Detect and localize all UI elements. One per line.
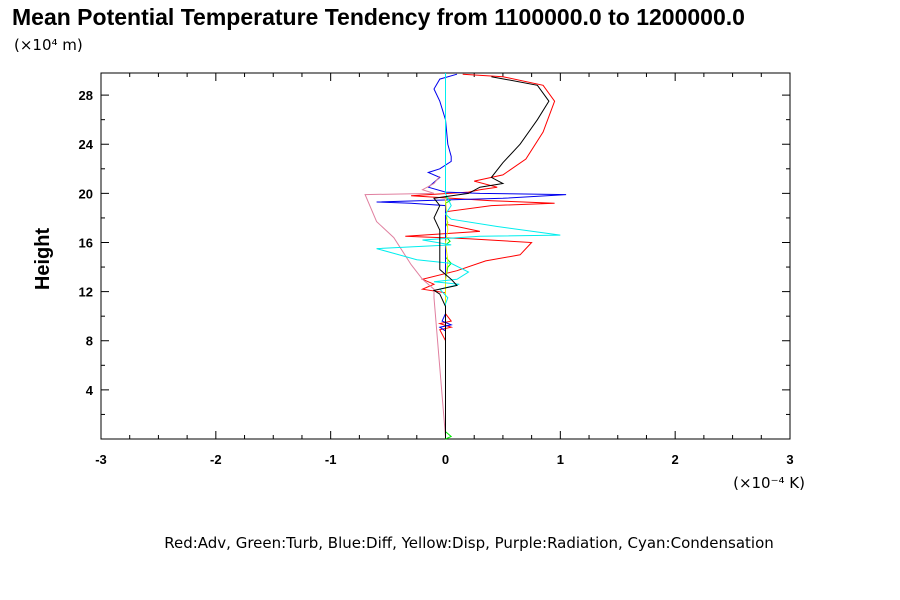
x-tick-label: 1 — [557, 452, 564, 467]
y-tick-label: 24 — [79, 137, 94, 152]
legend: Red:Adv, Green:Turb, Blue:Diff, Yellow:D… — [164, 534, 774, 552]
y-tick-label: 12 — [79, 285, 93, 300]
x-tick-label: 0 — [442, 452, 449, 467]
x-tick-label: 2 — [672, 452, 679, 467]
series-line-adv — [405, 73, 556, 437]
y-tick-label: 4 — [86, 383, 94, 398]
series-line-radiation — [364, 175, 446, 437]
x-tick-label: -3 — [95, 452, 107, 467]
series-layer — [364, 73, 567, 440]
y-tick-label: 20 — [79, 186, 93, 201]
series-line-condensation — [376, 73, 561, 437]
x-axis-unit: (×10⁻⁴ K) — [733, 474, 805, 492]
chart-title: Mean Potential Temperature Tendency from… — [12, 4, 745, 30]
x-tick-label: -2 — [210, 452, 222, 467]
y-axis-label: Height — [32, 228, 54, 291]
x-tick-label: -1 — [325, 452, 337, 467]
y-tick-label: 8 — [86, 334, 93, 349]
y-axis-unit: (×10⁴ m) — [14, 36, 83, 54]
series-line-total — [432, 76, 550, 437]
x-tick-label: 3 — [786, 452, 793, 467]
y-tick-label: 28 — [79, 88, 93, 103]
y-tick-label: 16 — [79, 235, 93, 250]
